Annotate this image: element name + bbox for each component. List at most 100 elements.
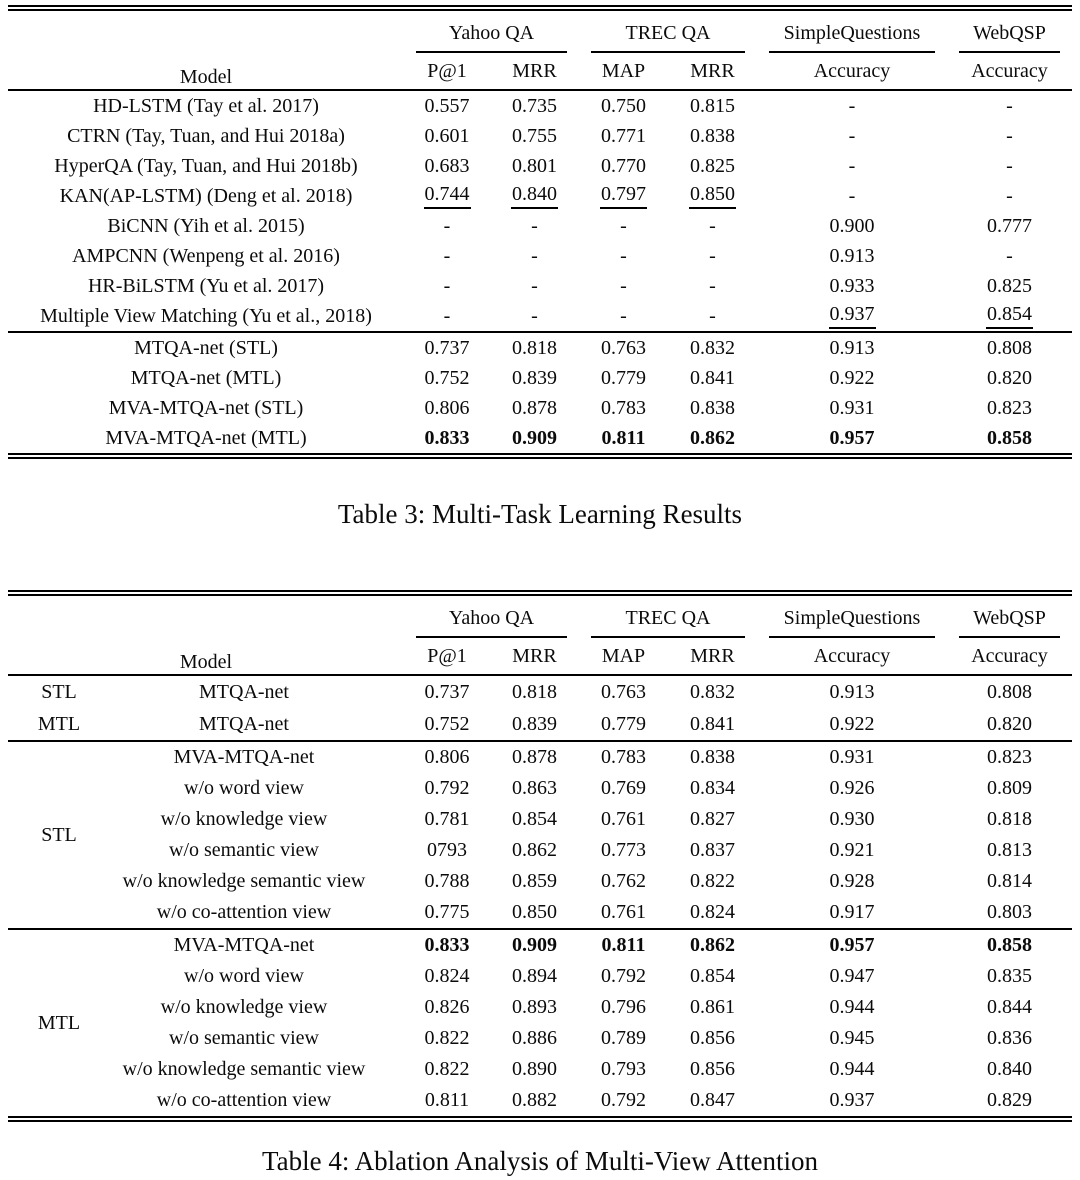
value-cell: 0.808 xyxy=(947,332,1072,363)
value-cell: 0.801 xyxy=(490,151,579,181)
value-text: - xyxy=(709,244,716,267)
value-text: 0.836 xyxy=(987,1027,1032,1049)
column-group-label: SimpleQuestions xyxy=(769,607,935,638)
model-cell: w/o knowledge semantic view xyxy=(122,1058,366,1080)
value-text: 0.601 xyxy=(424,124,470,147)
column-group-yahoo-qa: Yahoo QA xyxy=(404,8,579,53)
model-cell: MTQA-net xyxy=(199,712,289,735)
column-group-label: SimpleQuestions xyxy=(769,22,935,53)
column-group-webqsp: WebQSP xyxy=(947,593,1072,638)
column-header-accuracy: Accuracy xyxy=(813,59,891,82)
value-cell: 0.937 xyxy=(757,1085,947,1119)
value-cell: 0.783 xyxy=(579,741,668,773)
column-header-accuracy: Accuracy xyxy=(813,644,891,667)
value-cell: 0.926 xyxy=(757,773,947,804)
value-text: 0.834 xyxy=(690,777,735,799)
model-cell: w/o knowledge semantic view xyxy=(122,870,366,892)
value-cell: 0.683 xyxy=(404,151,490,181)
value-cell: 0.777 xyxy=(947,211,1072,241)
value-text: 0.841 xyxy=(690,712,735,735)
value-text: - xyxy=(620,274,627,297)
value-cell: 0.822 xyxy=(668,866,757,897)
value-cell: 0.859 xyxy=(490,866,579,897)
value-text: 0.933 xyxy=(829,274,875,297)
value-text: 0.894 xyxy=(512,965,557,987)
value-text: 0.761 xyxy=(601,808,646,830)
value-cell: 0.823 xyxy=(947,393,1072,423)
table-row: MVA-MTQA-net (STL) 0.806 0.878 0.783 0.838 0.… xyxy=(8,393,1072,423)
value-cell: 0.806 xyxy=(404,393,490,423)
value-text: 0.755 xyxy=(512,124,557,147)
value-text: - xyxy=(1006,94,1013,117)
value-text: 0.862 xyxy=(512,839,557,861)
value-text: 0.797 xyxy=(600,183,647,209)
table-row: MVA-MTQA-net (MTL) 0.833 0.909 0.811 0.862 0.… xyxy=(8,423,1072,456)
value-cell: - xyxy=(404,211,490,241)
value-cell: 0.945 xyxy=(757,1023,947,1054)
value-cell: 0.854 xyxy=(490,804,579,835)
value-text: 0.783 xyxy=(601,396,646,419)
value-text: 0.922 xyxy=(829,712,875,735)
value-text: - xyxy=(1006,244,1013,267)
value-text: - xyxy=(709,214,716,237)
value-text: 0.783 xyxy=(601,746,646,768)
table-row: HR-BiLSTM (Yu et al. 2017) - - - - 0.933 0.825 xyxy=(8,271,1072,301)
value-cell: - xyxy=(668,301,757,332)
column-group-label: Yahoo QA xyxy=(416,22,567,53)
value-text: 0.839 xyxy=(512,712,557,735)
value-cell: 0.744 xyxy=(404,181,490,211)
value-text: 0.789 xyxy=(601,1027,646,1049)
value-cell: 0.811 xyxy=(579,423,668,456)
value-cell: - xyxy=(404,301,490,332)
table3-caption: Table 3: Multi-Task Learning Results xyxy=(337,499,743,529)
value-text: 0.824 xyxy=(690,901,735,923)
value-text: 0.839 xyxy=(512,366,557,389)
value-cell: 0.792 xyxy=(404,773,490,804)
value-text: 0.769 xyxy=(601,777,646,799)
value-cell: 0.854 xyxy=(947,301,1072,332)
table-row: CTRN (Tay, Tuan, and Hui 2018a) 0.601 0.75… xyxy=(8,121,1072,151)
table-row: w/o knowledge view 0.826 0.893 0.796 0.861 0.… xyxy=(8,992,1072,1023)
value-cell: 0.878 xyxy=(490,393,579,423)
value-cell: - xyxy=(947,121,1072,151)
model-cell: w/o co-attention view xyxy=(156,1089,332,1111)
value-cell: 0.793 xyxy=(579,1054,668,1085)
value-cell: - xyxy=(668,271,757,301)
value-text: 0.803 xyxy=(987,901,1032,923)
table-row: MTQA-net (STL) 0.737 0.818 0.763 0.832 0.913 0… xyxy=(8,332,1072,363)
value-cell: 0.944 xyxy=(757,992,947,1023)
value-text: 0.771 xyxy=(601,124,646,147)
value-text: 0.862 xyxy=(690,934,735,956)
value-cell: 0.797 xyxy=(579,181,668,211)
value-cell: 0.928 xyxy=(757,866,947,897)
column-group-label: WebQSP xyxy=(959,22,1060,53)
value-text: 0.801 xyxy=(512,154,557,177)
value-text: 0.818 xyxy=(512,336,557,359)
column-group-webqsp: WebQSP xyxy=(947,8,1072,53)
value-cell: - xyxy=(757,90,947,121)
value-text: 0793 xyxy=(427,839,467,861)
table-row: w/o semantic view 0.822 0.886 0.789 0.856 0.9… xyxy=(8,1023,1072,1054)
value-cell: - xyxy=(757,181,947,211)
column-header-p-at-1: P@1 xyxy=(427,59,467,82)
value-cell: - xyxy=(947,241,1072,271)
value-text: - xyxy=(531,244,538,267)
table-row: w/o word view 0.824 0.894 0.792 0.854 0.947 0.… xyxy=(8,961,1072,992)
value-cell: 0.824 xyxy=(668,897,757,929)
value-cell: 0.913 xyxy=(757,241,947,271)
value-text: 0.890 xyxy=(512,1058,557,1080)
value-cell: 0.856 xyxy=(668,1054,757,1085)
column-group-trec-qa: TREC QA xyxy=(579,8,757,53)
table3-section-baselines: HD-LSTM (Tay et al. 2017) 0.557 0.735 0.750… xyxy=(8,90,1072,332)
model-cell: MTQA-net (MTL) xyxy=(130,366,282,389)
value-cell: - xyxy=(579,241,668,271)
value-text: - xyxy=(1006,154,1013,177)
value-cell: 0.773 xyxy=(579,835,668,866)
table-row: w/o knowledge view 0.781 0.854 0.761 0.827 0.… xyxy=(8,804,1072,835)
value-cell: - xyxy=(668,241,757,271)
value-text: - xyxy=(443,244,451,267)
value-text: 0.792 xyxy=(601,965,646,987)
value-cell: 0.957 xyxy=(757,929,947,961)
value-text: - xyxy=(620,214,627,237)
value-text: - xyxy=(620,304,627,327)
